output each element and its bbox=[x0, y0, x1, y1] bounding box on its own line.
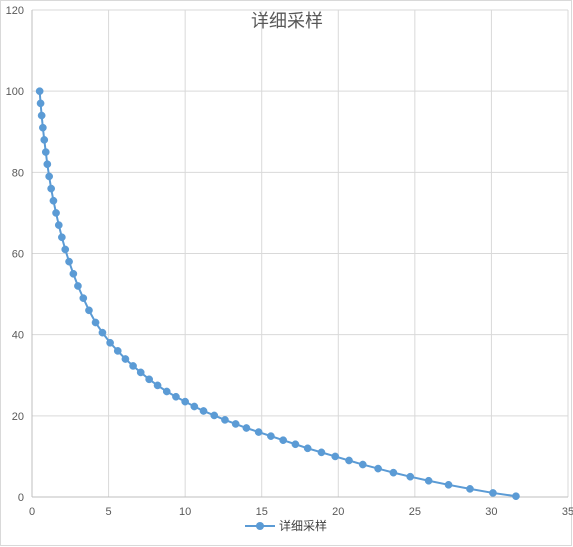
data-point bbox=[85, 306, 93, 315]
data-point bbox=[40, 136, 49, 144]
data-point bbox=[58, 233, 66, 242]
data-point bbox=[145, 375, 154, 384]
x-tick-label: 35 bbox=[562, 506, 573, 518]
data-point bbox=[65, 257, 73, 266]
data-point bbox=[41, 148, 50, 156]
data-point bbox=[36, 99, 45, 108]
y-tick-label: 100 bbox=[6, 86, 24, 98]
data-point bbox=[47, 184, 55, 193]
data-point bbox=[136, 368, 145, 377]
data-point bbox=[45, 172, 54, 181]
data-point bbox=[512, 492, 520, 501]
data-point bbox=[49, 196, 58, 205]
data-point bbox=[98, 328, 107, 337]
data-point bbox=[466, 485, 474, 493]
data-point bbox=[291, 440, 300, 449]
legend-label: 详细采样 bbox=[279, 518, 327, 533]
chart-title: 详细采样 bbox=[251, 11, 323, 32]
data-point bbox=[210, 411, 219, 420]
data-point bbox=[129, 362, 137, 370]
data-point bbox=[162, 387, 171, 396]
series-layer bbox=[35, 87, 520, 501]
data-point bbox=[79, 294, 88, 302]
data-point bbox=[317, 448, 326, 457]
data-point bbox=[91, 318, 100, 327]
data-point bbox=[35, 87, 44, 96]
data-point bbox=[74, 282, 82, 290]
x-tick-label: 10 bbox=[179, 506, 191, 518]
data-point bbox=[199, 407, 208, 415]
data-point bbox=[61, 245, 70, 254]
data-point bbox=[254, 428, 263, 436]
data-point bbox=[121, 355, 130, 363]
legend-marker bbox=[256, 522, 264, 530]
data-point bbox=[444, 480, 453, 489]
y-tick-label: 120 bbox=[6, 5, 24, 17]
series-line bbox=[38, 91, 517, 498]
data-point bbox=[172, 392, 180, 401]
x-tick-label: 5 bbox=[106, 506, 112, 518]
data-point bbox=[374, 464, 382, 473]
data-point bbox=[267, 432, 275, 440]
y-tick-label: 0 bbox=[18, 492, 24, 504]
legend: 详细采样 bbox=[245, 518, 327, 533]
data-point bbox=[358, 460, 367, 469]
data-point bbox=[69, 269, 78, 278]
x-tick-label: 20 bbox=[332, 506, 344, 518]
data-point bbox=[231, 420, 240, 428]
axes bbox=[31, 10, 568, 498]
data-point bbox=[279, 436, 288, 445]
data-point bbox=[52, 209, 60, 217]
data-point bbox=[331, 452, 340, 461]
y-tick-label: 40 bbox=[12, 330, 24, 342]
tick-labels: 0 5 10 15 20 25 30 35 0 20 40 60 80 100 120 bbox=[6, 5, 573, 518]
data-point bbox=[39, 123, 47, 132]
data-point bbox=[389, 468, 398, 477]
data-point bbox=[303, 444, 312, 453]
data-point bbox=[406, 472, 415, 481]
x-tick-label: 25 bbox=[409, 506, 421, 518]
grid bbox=[32, 9, 569, 497]
y-tick-label: 80 bbox=[12, 167, 24, 179]
data-point bbox=[489, 489, 497, 497]
x-tick-label: 30 bbox=[485, 506, 497, 518]
data-point bbox=[153, 381, 162, 390]
data-point bbox=[181, 397, 189, 406]
y-tick-label: 60 bbox=[12, 249, 24, 261]
data-point bbox=[43, 160, 52, 169]
data-point bbox=[37, 111, 46, 120]
y-tick-label: 20 bbox=[12, 411, 24, 423]
data-point bbox=[345, 456, 353, 465]
data-point bbox=[221, 416, 229, 424]
data-point bbox=[54, 221, 63, 229]
data-point bbox=[190, 402, 199, 411]
data-point bbox=[113, 347, 122, 355]
x-tick-label: 15 bbox=[256, 506, 268, 518]
data-point bbox=[106, 338, 114, 347]
x-tick-label: 0 bbox=[29, 506, 35, 518]
data-point bbox=[424, 476, 433, 485]
data-point bbox=[242, 424, 251, 432]
